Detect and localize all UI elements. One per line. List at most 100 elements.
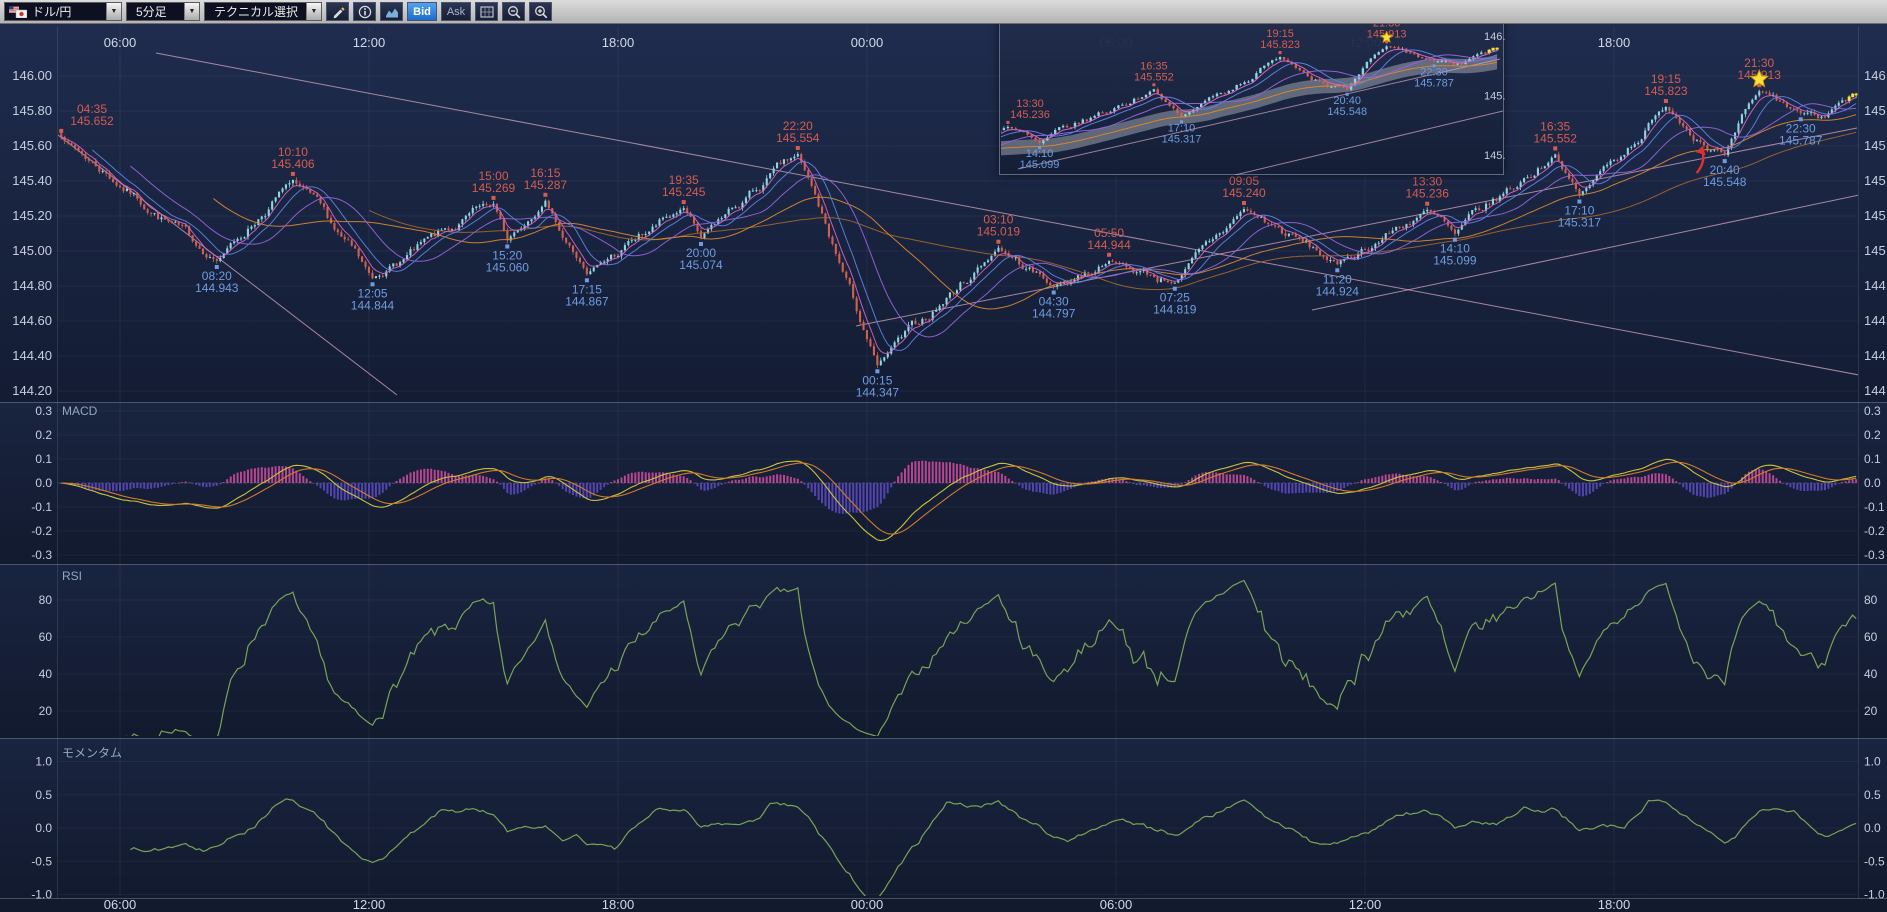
toolbar: ドル/円 ▼ 5分足 ▼ テクニカル選択 ▼ B [0, 0, 1887, 24]
swing-price-label: 145.787 [1779, 133, 1823, 147]
timeframe-select-value: 5分足 [136, 5, 167, 19]
time-axis-label: 12:00 [353, 35, 386, 50]
main-panel-bg[interactable] [0, 24, 1887, 402]
series-line [61, 94, 1857, 354]
inset-swing-marker [1006, 120, 1010, 124]
series-line [213, 114, 1857, 310]
swing-time-label: 16:35 [1540, 119, 1570, 133]
inset-swing-time: 14:10 [1026, 148, 1054, 160]
swing-time-label: 08:20 [202, 269, 232, 283]
swing-price-label: 145.019 [977, 225, 1021, 239]
swing-price-label: 144.347 [856, 385, 900, 399]
draw-tool-button[interactable] [326, 2, 349, 21]
price-axis-label: 145.00 [1864, 243, 1887, 258]
swing-price-label: 145.060 [486, 261, 530, 275]
inset-down-wicks [1011, 45, 1486, 146]
swing-time-label: 17:15 [572, 282, 602, 296]
swing-time-label: 22:30 [1786, 121, 1816, 135]
inset-swing-time: 22:30 [1420, 66, 1448, 78]
trendline[interactable] [58, 134, 398, 396]
inset-price-label: 145. [1484, 91, 1505, 103]
swing-price-label: 144.943 [195, 281, 239, 295]
swing-marker [1172, 286, 1177, 291]
info-button[interactable] [353, 2, 376, 21]
inset-price-label: 145. [1484, 150, 1505, 162]
technical-select[interactable]: テクニカル選択 ▼ [204, 2, 322, 21]
momentum-axis-label: 0.5 [1864, 788, 1881, 802]
swing-time-label: 20:40 [1710, 163, 1740, 177]
swing-price-label: 145.245 [662, 185, 706, 199]
rsi-panel-bg[interactable] [0, 564, 1887, 738]
timeframe-select[interactable]: 5分足 ▼ [126, 2, 200, 21]
price-axis-label: 145.20 [12, 208, 52, 223]
chevron-down-icon[interactable]: ▼ [184, 3, 199, 20]
macd-panel-label: MACD [62, 404, 98, 418]
rsi-axis-label: 80 [1864, 593, 1878, 607]
price-axis-label: 144.60 [1864, 313, 1887, 328]
inset-swing-marker [1038, 146, 1041, 150]
inset-swing-price: 145.099 [1020, 159, 1060, 171]
swing-price-label: 145.554 [776, 131, 820, 145]
chevron-down-icon[interactable]: ▼ [106, 3, 121, 20]
rsi-axis-label: 20 [1864, 704, 1878, 718]
series-line [130, 103, 1857, 338]
swing-price-label: 145.074 [679, 258, 723, 272]
rsi-axis-label: 80 [39, 593, 53, 607]
inset-down-bodies [1010, 46, 1487, 144]
momentum-panel-label: モメンタム [62, 746, 123, 760]
swing-time-label: 05:50 [1094, 226, 1124, 240]
zoom-in-button[interactable] [529, 2, 552, 21]
swing-price-label: 145.287 [524, 178, 568, 192]
inset-swing-price: 145.823 [1260, 39, 1300, 51]
pair-select[interactable]: ドル/円 ▼ [4, 2, 122, 21]
swing-price-label: 144.797 [1032, 307, 1076, 321]
series-line [368, 131, 1857, 291]
swing-marker [370, 282, 375, 287]
rsi-axis-label: 40 [39, 667, 53, 681]
chart-type-button[interactable] [380, 2, 403, 21]
rsi-axis-label: 20 [39, 704, 53, 718]
macd-axis-label: -0.1 [31, 500, 52, 514]
chevron-down-icon[interactable]: ▼ [306, 3, 321, 20]
swing-time-label: 10:10 [278, 145, 308, 159]
momentum-panel-bg[interactable] [0, 738, 1887, 898]
swing-marker [1335, 268, 1340, 273]
swing-time-label: 09:05 [1229, 174, 1259, 188]
time-axis-label: 18:00 [1598, 35, 1631, 50]
zoom-out-button[interactable] [502, 2, 525, 21]
ask-toggle[interactable]: Ask [441, 2, 471, 21]
inset-chart-window[interactable]: 13:30 145.236 14:10 145.099 16:35 145.552 17:1… [999, 12, 1505, 176]
inset-series-line [1001, 48, 1498, 140]
price-axis-label: 144.20 [1864, 383, 1887, 398]
star-marker[interactable] [1749, 68, 1770, 88]
swing-marker [584, 278, 589, 283]
swing-price-label: 144.924 [1316, 284, 1360, 298]
inset-price-label: 146. [1484, 31, 1505, 43]
swing-marker [795, 146, 800, 150]
grid-chart-button[interactable] [475, 2, 498, 21]
trendline[interactable] [1311, 194, 1859, 311]
inset-up-bodies [1001, 46, 1483, 144]
swing-time-label: 15:20 [492, 249, 522, 263]
trendline[interactable] [155, 52, 1859, 376]
rsi-panel-label: RSI [62, 569, 83, 583]
swing-marker [59, 128, 64, 133]
macd-axis-label: 0.1 [1864, 452, 1881, 466]
swing-marker [1757, 83, 1762, 88]
time-axis-label: 06:00 [1100, 897, 1133, 912]
info-icon [358, 5, 371, 18]
inset-cloud-band [1001, 55, 1498, 156]
swing-time-label: 19:35 [669, 173, 699, 187]
swing-price-label: 145.652 [70, 114, 114, 128]
inset-swing-marker [1385, 40, 1389, 44]
trendline[interactable] [855, 127, 1858, 327]
swing-marker [1242, 201, 1246, 205]
swing-time-label: 13:30 [1412, 175, 1442, 189]
swing-time-label: 07:25 [1160, 291, 1190, 305]
bid-toggle[interactable]: Bid [407, 2, 437, 21]
swing-marker [1425, 201, 1430, 206]
swing-time-label: 15:00 [478, 169, 508, 183]
momentum-axis-label: -1.0 [31, 888, 52, 902]
